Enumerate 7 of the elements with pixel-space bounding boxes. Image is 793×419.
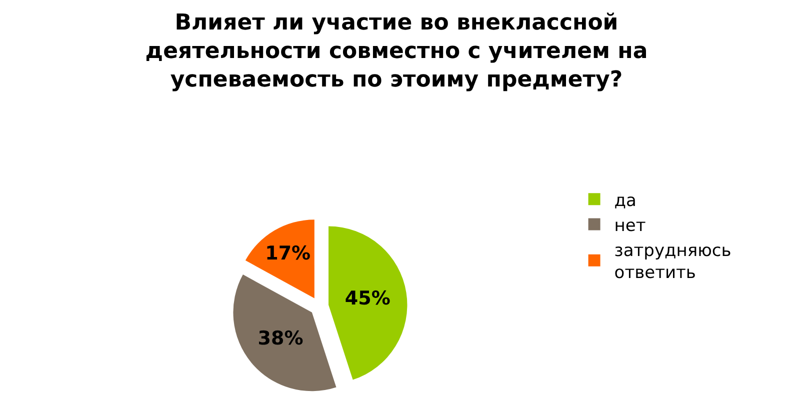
data-label: 17% bbox=[265, 242, 311, 264]
legend-label: затрудняюсь ответить bbox=[614, 240, 732, 284]
data-label: 38% bbox=[258, 327, 304, 350]
data-label: 45% bbox=[344, 288, 390, 310]
legend-label: нет bbox=[614, 216, 646, 236]
legend-label: да bbox=[614, 190, 636, 211]
chart-title: Влияет ли участие во внеклассной деятельности совместно с учителем на успеваемость по этоиму предмету? bbox=[145, 10, 648, 93]
